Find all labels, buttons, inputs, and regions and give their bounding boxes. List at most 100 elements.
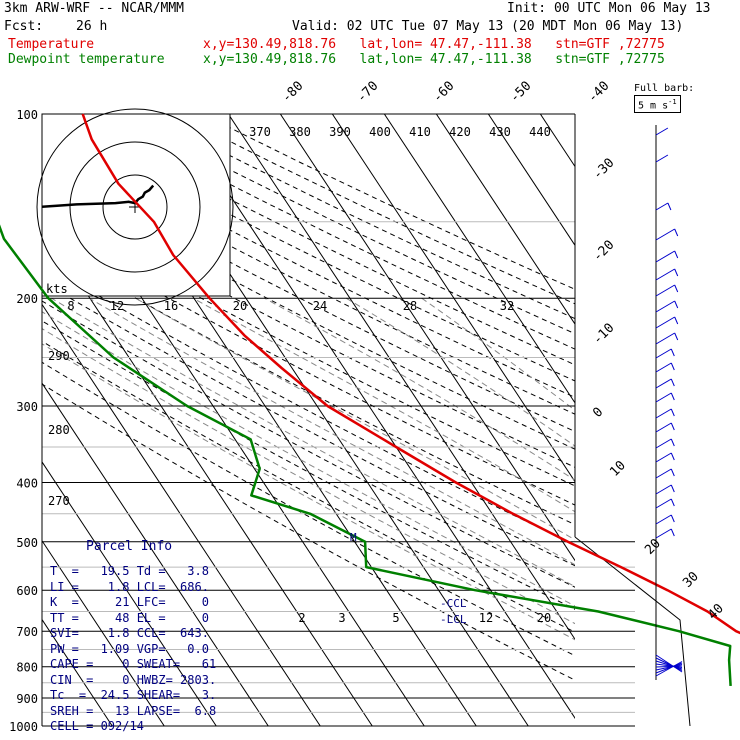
pressure-label-800: 800 xyxy=(16,661,38,675)
wind-barb xyxy=(655,202,669,211)
isotherm-label-20: 20 xyxy=(642,536,664,558)
parcel-row-1: LI = 1.8 LCL= 686. xyxy=(50,579,209,594)
hodograph-trace xyxy=(42,184,155,208)
isotherm-line xyxy=(331,114,575,483)
hodo-ring xyxy=(102,174,168,240)
isotherm-line xyxy=(487,114,575,247)
wind-barb-flag xyxy=(670,452,675,461)
barb-key-title: Full barb: xyxy=(634,83,695,94)
wind-barb xyxy=(655,250,675,263)
theta-label-410: 410 xyxy=(409,125,431,139)
wind-barb xyxy=(655,438,672,449)
isotherm-label-40: 40 xyxy=(705,601,727,623)
wind-barb-flag xyxy=(674,316,679,325)
isotherm-line xyxy=(696,114,740,726)
wind-barb-flag xyxy=(667,202,672,211)
wind-barb xyxy=(655,514,672,525)
wind-barb xyxy=(655,664,683,671)
parcel-row-10: CELL = 092/14 xyxy=(50,719,144,733)
wind-barb xyxy=(655,422,672,433)
isotherm-line xyxy=(383,114,575,404)
mixing-ratio-label-2: 2 xyxy=(298,611,305,625)
isotherm-line xyxy=(279,114,575,562)
wind-barb-flag xyxy=(674,268,679,277)
theta-label-430: 430 xyxy=(489,125,511,139)
wind-barb-flag xyxy=(674,284,679,293)
isotherm-label--10: -10 xyxy=(590,321,617,348)
wind-barb-flag xyxy=(670,514,675,523)
mixing-ratio-label-12: 12 xyxy=(479,611,493,625)
header: 3km ARW-WRF -- NCAR/MMM Init: 00 UTC Mon… xyxy=(0,0,740,70)
pressure-label-600: 600 xyxy=(16,584,38,598)
parcel-row-0: T = 19.5 Td = 3.8 xyxy=(50,564,209,578)
hodo-speed-label-12: 12 xyxy=(110,299,124,313)
isotherm-label--20: -20 xyxy=(590,238,617,265)
theta-label-390: 390 xyxy=(329,125,351,139)
barb-key: Full barb: 5 m s-1 xyxy=(634,83,695,114)
isotherm-line xyxy=(42,539,165,726)
isotherm-label--70: -70 xyxy=(354,79,381,106)
temp-label: Temperature xyxy=(8,37,95,52)
grid xyxy=(41,113,740,727)
wind-barb xyxy=(655,665,683,668)
barb-key-exp: -1 xyxy=(668,98,677,106)
wind-barb-flag xyxy=(670,438,675,447)
wind-barb xyxy=(655,300,675,313)
isotherm-label-10: 10 xyxy=(607,458,629,480)
wind-barb-flag xyxy=(670,422,675,431)
temp-info: x,y=130.49,818.76 lat,lon= 47.47,-111.38… xyxy=(203,37,665,52)
hodo-speed-label-16: 16 xyxy=(164,299,178,313)
parcel-row-2: K = 21 LFC= 0 xyxy=(50,595,209,609)
dry-adiabat xyxy=(201,114,575,290)
wind-barb xyxy=(655,378,672,389)
lower-right-boundary xyxy=(574,536,691,727)
parcel-row-4: SVI= 1.8 CCL= 643. xyxy=(50,626,209,640)
wind-barb xyxy=(655,228,675,241)
init-time: Init: 00 UTC Mon 06 May 13 xyxy=(507,1,711,16)
wind-barb xyxy=(655,452,672,463)
parcel-row-9: SREH = 13 LAPSE= 6.8 xyxy=(50,703,217,718)
mixing-ratio-label-3: 3 xyxy=(338,611,345,625)
wind-barb-flag xyxy=(670,408,675,417)
hodo-clip xyxy=(42,184,155,208)
dew-info: x,y=130.49,818.76 lat,lon= 47.47,-111.38… xyxy=(203,52,665,67)
wind-barb xyxy=(655,316,675,329)
hodo-speed-label-8: 8 xyxy=(67,299,74,313)
series-group xyxy=(0,113,740,686)
parcel-info-box: Parcel Info T = 19.5 Td = 3.8 LI = 1.8 LC… xyxy=(46,537,236,733)
isotherm-label--80: -80 xyxy=(279,79,306,106)
wind-barb-flag xyxy=(670,392,675,401)
pressure-label-700: 700 xyxy=(16,625,38,639)
wind-barb xyxy=(655,528,672,539)
fcst-value: 26 h xyxy=(76,19,108,34)
wind-barbs xyxy=(655,125,683,680)
dew-label: Dewpoint temperature xyxy=(8,52,165,67)
wind-barb xyxy=(655,154,669,163)
valid-time: Valid: 02 UTC Tue 07 May 13 (20 MDT Mon … xyxy=(292,19,684,34)
wind-barb xyxy=(655,332,675,345)
isotherm-label--60: -60 xyxy=(430,79,457,106)
dewpoint-line xyxy=(0,224,732,686)
wind-barb xyxy=(655,268,675,281)
wind-barb xyxy=(655,654,683,673)
m-label: M xyxy=(350,531,357,544)
wind-barb-flag xyxy=(670,378,675,387)
moist-adiabat xyxy=(51,297,575,588)
wind-barb xyxy=(655,498,672,509)
hodo-ring xyxy=(69,141,201,273)
theta-label-370: 370 xyxy=(249,125,271,139)
pressure-label-400: 400 xyxy=(16,476,38,490)
pressure-label-1000: 1000 xyxy=(9,720,38,734)
wind-barb xyxy=(655,657,683,671)
isotherm-line xyxy=(539,114,575,168)
hodo-unit-label: kts xyxy=(46,282,68,296)
pressure-label-500: 500 xyxy=(16,536,38,550)
parcel-row-3: TT = 48 EL = 0 xyxy=(50,610,209,625)
dry-adiabat-label-270: 270 xyxy=(48,494,70,508)
fcst-label: Fcst: xyxy=(4,19,44,34)
hodo-speed-label-32: 32 xyxy=(500,299,514,313)
pressure-label-900: 900 xyxy=(16,692,38,706)
wind-barb xyxy=(655,348,672,359)
wind-barb-flag xyxy=(674,332,679,341)
